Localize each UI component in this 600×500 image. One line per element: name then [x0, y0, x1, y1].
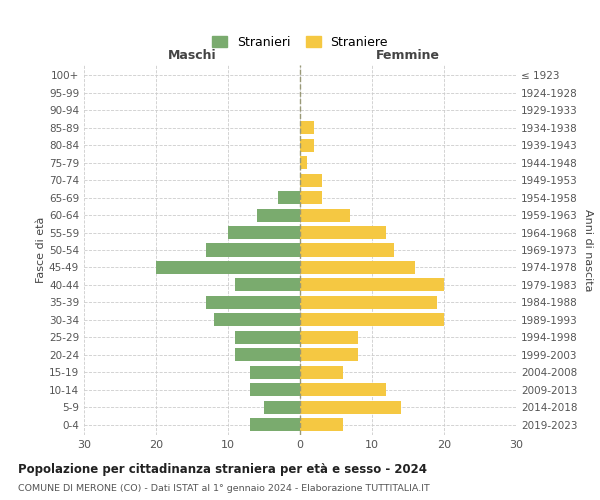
Bar — [300, 383, 386, 396]
Bar — [300, 208, 350, 222]
Bar — [156, 261, 300, 274]
Bar — [300, 174, 322, 186]
Bar — [300, 226, 386, 239]
Bar — [300, 278, 444, 291]
Text: Maschi: Maschi — [167, 48, 217, 62]
Bar — [300, 122, 314, 134]
Bar — [206, 296, 300, 309]
Bar — [300, 314, 444, 326]
Bar — [264, 400, 300, 413]
Bar — [300, 156, 307, 170]
Bar — [250, 418, 300, 431]
Bar — [300, 348, 358, 362]
Bar — [300, 418, 343, 431]
Bar — [300, 261, 415, 274]
Bar — [235, 278, 300, 291]
Legend: Stranieri, Straniere: Stranieri, Straniere — [207, 30, 393, 54]
Text: COMUNE DI MERONE (CO) - Dati ISTAT al 1° gennaio 2024 - Elaborazione TUTTITALIA.: COMUNE DI MERONE (CO) - Dati ISTAT al 1°… — [18, 484, 430, 493]
Y-axis label: Anni di nascita: Anni di nascita — [583, 209, 593, 291]
Bar — [300, 366, 343, 378]
Bar — [214, 314, 300, 326]
Bar — [278, 191, 300, 204]
Bar — [300, 330, 358, 344]
Bar — [235, 330, 300, 344]
Text: Popolazione per cittadinanza straniera per età e sesso - 2024: Popolazione per cittadinanza straniera p… — [18, 462, 427, 475]
Text: Femmine: Femmine — [376, 48, 440, 62]
Bar — [235, 348, 300, 362]
Bar — [250, 366, 300, 378]
Bar — [228, 226, 300, 239]
Y-axis label: Fasce di età: Fasce di età — [36, 217, 46, 283]
Bar — [300, 191, 322, 204]
Bar — [206, 244, 300, 256]
Bar — [300, 296, 437, 309]
Bar — [300, 244, 394, 256]
Bar — [257, 208, 300, 222]
Bar — [300, 400, 401, 413]
Bar — [250, 383, 300, 396]
Bar — [300, 138, 314, 152]
